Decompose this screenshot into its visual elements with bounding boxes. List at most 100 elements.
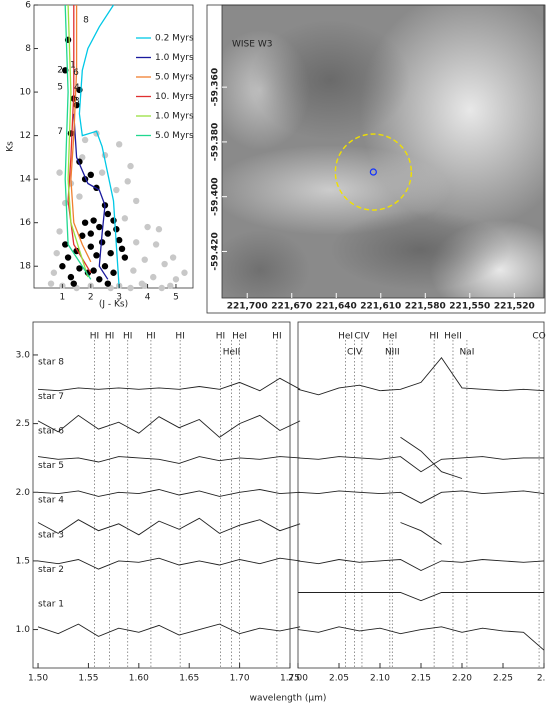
feature-label: NIII	[385, 348, 400, 358]
star-point	[158, 284, 165, 292]
y-tick-label: 3.0	[16, 350, 31, 360]
feature-label: HI	[216, 332, 225, 342]
star-label: star 2	[38, 565, 64, 575]
star-point	[155, 226, 163, 233]
star-point	[98, 169, 106, 176]
x-tick-label: 1.55	[78, 674, 98, 684]
x-tick-label: 5	[173, 293, 179, 303]
x-tick-label: 1	[60, 293, 66, 303]
isochrone	[67, 4, 89, 278]
feature-label: HeI	[382, 332, 397, 342]
spectrum	[37, 489, 301, 497]
x-tick-label: 2.25	[493, 674, 513, 684]
star-point	[121, 215, 129, 222]
spectrum	[297, 559, 545, 572]
star-point	[81, 219, 89, 226]
x-axis-label: (J - Ks)	[99, 300, 128, 310]
star-point	[87, 171, 94, 178]
spectrum	[297, 626, 545, 651]
x-tick-label: 1.75	[280, 674, 300, 684]
star-point	[98, 239, 106, 246]
star-point	[47, 280, 55, 287]
x-tick-label: 2.05	[329, 674, 349, 684]
star-number: 5	[57, 82, 63, 92]
star-point	[90, 267, 97, 274]
isochrone	[78, 4, 120, 289]
star-point	[104, 280, 112, 287]
star-point	[107, 249, 114, 257]
spectrum	[37, 456, 301, 464]
y-tick-label: -59.380	[211, 123, 221, 161]
star-point	[141, 256, 148, 263]
y-tick-label: -59.420	[211, 232, 221, 270]
feature-label: HI	[105, 332, 114, 342]
x-tick-label: 221,700	[227, 302, 268, 312]
star-point	[181, 269, 188, 276]
plot-frame	[33, 4, 194, 289]
star-point	[50, 269, 58, 276]
star-point	[87, 243, 94, 250]
star-point	[76, 265, 83, 272]
spectrum	[297, 356, 545, 396]
spectrum	[297, 456, 544, 473]
spectrum	[298, 592, 544, 602]
x-tick-label: 2.3	[537, 674, 546, 684]
feature-label: CIV	[354, 332, 370, 342]
y-tick-label: 10	[20, 88, 32, 98]
y-tick-label: 1.5	[16, 556, 30, 566]
star-number: 8	[83, 16, 89, 26]
star-label: star 8	[38, 357, 64, 367]
x-tick-label: 221,580	[405, 302, 446, 312]
feature-label: HI	[429, 332, 438, 342]
star-point	[70, 280, 77, 287]
star-point	[67, 273, 75, 281]
star-number: 6	[73, 68, 79, 78]
image-title: WISE W3	[232, 40, 272, 50]
x-tick-label: 221,550	[449, 302, 490, 312]
star-label: star 6	[38, 427, 64, 437]
star-point	[64, 254, 72, 261]
star-point	[53, 249, 60, 257]
spectrum	[37, 377, 301, 392]
x-tick-label: 1.50	[28, 674, 48, 684]
star-point	[138, 280, 146, 287]
spectrum	[37, 517, 301, 536]
spectrum	[400, 522, 442, 545]
y-tick-label: -59.360	[211, 68, 221, 106]
spectrum	[37, 557, 301, 570]
star-point	[113, 186, 120, 194]
feature-label: HeII	[223, 348, 241, 358]
y-axis-label: Ks	[6, 141, 16, 152]
star-point	[121, 254, 129, 261]
star-point	[104, 230, 112, 237]
star-point	[101, 263, 109, 270]
star-point	[130, 267, 137, 274]
star-point	[62, 241, 69, 248]
x-tick-label: 4	[145, 293, 151, 303]
legend-label: 5.0 Myrs	[155, 131, 194, 141]
star-point	[96, 223, 103, 231]
y-tick-label: 14	[20, 175, 32, 185]
star-point	[133, 197, 140, 205]
spectrum	[37, 623, 301, 637]
star-point	[56, 169, 63, 176]
image-border	[206, 4, 546, 314]
x-tick-label: 221,670	[271, 302, 312, 312]
x-tick-label: 221,610	[360, 302, 401, 312]
x-tick-label: 2.15	[411, 674, 431, 684]
star-point	[118, 245, 126, 253]
x-tick-label: 1.60	[129, 674, 149, 684]
feature-label: HI	[146, 332, 155, 342]
y-tick-label: 16	[20, 218, 32, 228]
x-tick-label: 2	[88, 293, 94, 303]
legend-label: 1.0 Myrs	[155, 53, 194, 63]
legend-label: 0.2 Myrs	[155, 34, 194, 44]
y-tick-label: 8	[25, 44, 31, 54]
star-point	[127, 162, 134, 170]
star-point	[124, 178, 131, 185]
wise-image	[222, 5, 544, 298]
x-tick-label: 2.20	[452, 674, 472, 684]
star-point	[172, 276, 180, 283]
star-label: star 5	[38, 461, 64, 471]
feature-label: HeI	[232, 332, 247, 342]
